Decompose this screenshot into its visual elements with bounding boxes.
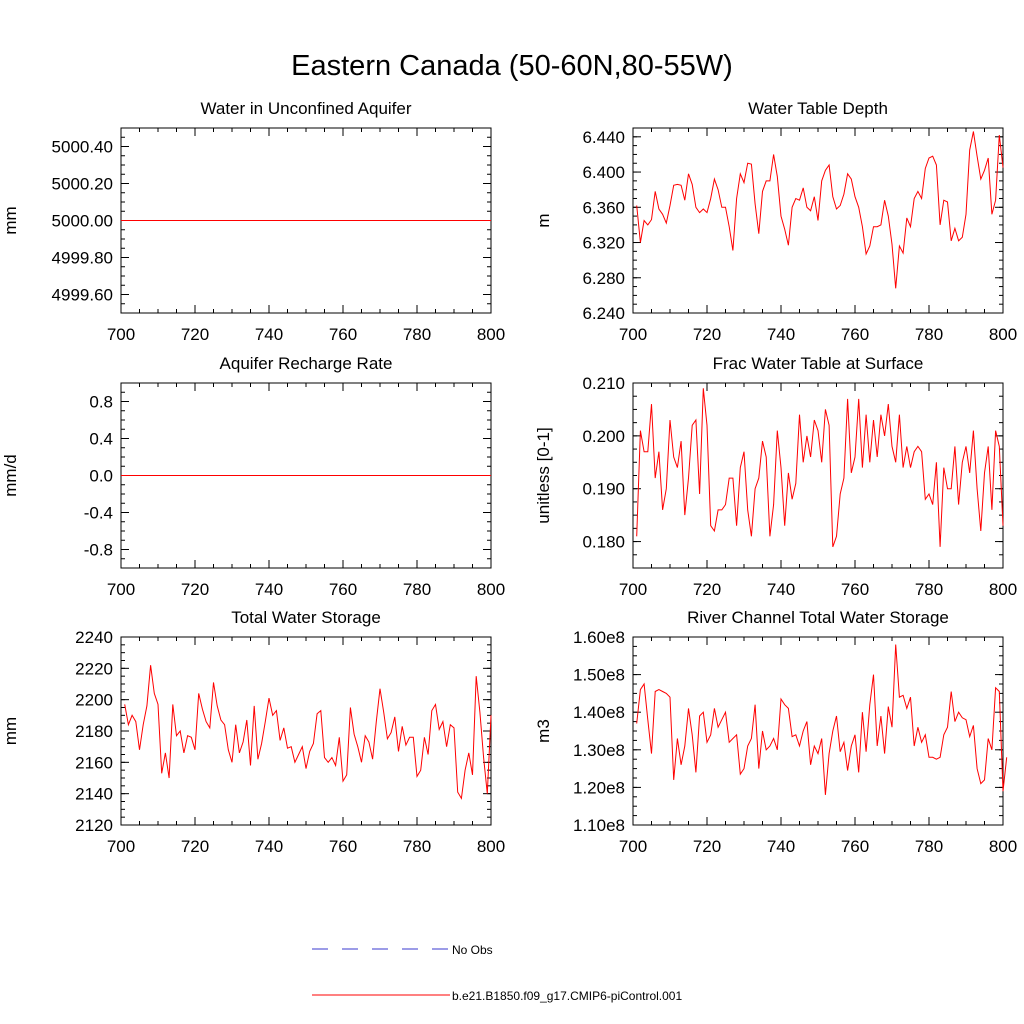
- panel-title: Water Table Depth: [748, 99, 888, 118]
- panel-1: Water in Unconfined Aquifer 700 720 740 760 7…: [1, 99, 505, 344]
- x-tick-label: 700: [619, 325, 647, 344]
- y-tick-label: 0.0: [89, 467, 113, 486]
- x-tick-label: 780: [915, 580, 943, 599]
- panel-6: River Channel Total Water Storage 700 720 7…: [534, 608, 1017, 856]
- x-tick-label: 760: [841, 837, 869, 856]
- x-tick-label: 740: [255, 580, 283, 599]
- x-tick-label: 720: [693, 837, 721, 856]
- x-tick-label: 760: [841, 325, 869, 344]
- x-tick-label: 800: [477, 580, 505, 599]
- y-tick-label: 5000.40: [52, 138, 113, 157]
- y-tick-label: 5000.00: [52, 212, 113, 231]
- y-tick-label: 1.60e8: [573, 628, 625, 647]
- x-tick-label: 760: [329, 325, 357, 344]
- x-tick-label: 740: [767, 837, 795, 856]
- panel-5: Total Water Storage 700 720 740 760 780 800 212…: [1, 608, 505, 856]
- series-line: [636, 131, 1004, 289]
- y-tick-label: 2240: [75, 628, 113, 647]
- y-tick-label: 0.210: [582, 374, 625, 393]
- x-tick-label: 720: [181, 580, 209, 599]
- x-tick-label: 740: [255, 325, 283, 344]
- y-tick-label: 0.200: [582, 427, 625, 446]
- panel-title: River Channel Total Water Storage: [687, 608, 949, 627]
- y-tick-label: 0.4: [89, 430, 113, 449]
- y-tick-label: 1.20e8: [573, 778, 625, 797]
- x-tick-label: 720: [693, 325, 721, 344]
- x-tick-label: 800: [989, 837, 1017, 856]
- x-tick-label: 780: [915, 325, 943, 344]
- plot-frame: [632, 636, 1004, 826]
- y-tick-label: 6.280: [582, 269, 625, 288]
- x-tick-label: 780: [403, 325, 431, 344]
- y-tick-label: 6.240: [582, 304, 625, 323]
- x-tick-label: 700: [619, 580, 647, 599]
- y-tick-label: 2160: [75, 753, 113, 772]
- x-tick-label: 780: [403, 837, 431, 856]
- panel-title: Water in Unconfined Aquifer: [200, 99, 411, 118]
- y-tick-label: 4999.80: [52, 249, 113, 268]
- x-tick-label: 700: [107, 325, 135, 344]
- legend-label: b.e21.B1850.f09_g17.CMIP6-piControl.001: [452, 989, 682, 1003]
- x-tick-label: 740: [767, 325, 795, 344]
- panel-title: Total Water Storage: [231, 608, 381, 627]
- y-tick-label: 2140: [75, 785, 113, 804]
- panel-4: Frac Water Table at Surface 700 720 740 760 7…: [534, 354, 1017, 599]
- y-axis-label: unitless [0-1]: [534, 427, 553, 523]
- y-axis-label: mm/d: [1, 454, 20, 497]
- x-tick-label: 760: [329, 580, 357, 599]
- legend-label: No Obs: [452, 943, 493, 957]
- x-tick-label: 760: [841, 580, 869, 599]
- x-tick-label: 800: [989, 580, 1017, 599]
- panel-title: Aquifer Recharge Rate: [220, 354, 393, 373]
- x-tick-label: 780: [915, 837, 943, 856]
- y-tick-label: 0.8: [89, 393, 113, 412]
- x-tick-label: 720: [181, 325, 209, 344]
- y-tick-label: 6.440: [582, 128, 625, 147]
- y-tick-label: 6.400: [582, 163, 625, 182]
- y-tick-label: 0.190: [582, 480, 625, 499]
- legend: No Obs b.e21.B1850.f09_g17.CMIP6-piContro…: [312, 943, 682, 1003]
- panel-2: Water Table Depth 700 720 740 760 780 800 6.240…: [534, 99, 1017, 344]
- y-tick-label: 6.360: [582, 198, 625, 217]
- x-tick-label: 800: [477, 837, 505, 856]
- x-tick-label: 780: [403, 580, 431, 599]
- y-tick-label: 1.50e8: [573, 666, 625, 685]
- y-tick-label: 5000.20: [52, 175, 113, 194]
- y-tick-label: -0.8: [84, 541, 113, 560]
- x-tick-label: 740: [255, 837, 283, 856]
- x-tick-label: 800: [477, 325, 505, 344]
- y-tick-label: 1.10e8: [573, 816, 625, 835]
- x-tick-label: 700: [107, 580, 135, 599]
- y-tick-label: 6.320: [582, 234, 625, 253]
- y-tick-label: 2120: [75, 816, 113, 835]
- x-tick-label: 720: [181, 837, 209, 856]
- panel-title: Frac Water Table at Surface: [713, 354, 924, 373]
- y-tick-label: 1.40e8: [573, 703, 625, 722]
- panel-3: Aquifer Recharge Rate 700 720 740 760 780 800 -…: [1, 354, 505, 599]
- x-tick-label: 720: [693, 580, 721, 599]
- y-tick-label: 4999.60: [52, 286, 113, 305]
- y-tick-label: 2180: [75, 722, 113, 741]
- x-tick-label: 700: [107, 837, 135, 856]
- x-tick-label: 740: [767, 580, 795, 599]
- y-tick-label: -0.4: [84, 504, 113, 523]
- x-tick-label: 800: [989, 325, 1017, 344]
- y-tick-label: 1.30e8: [573, 741, 625, 760]
- y-axis-label: m3: [534, 719, 553, 743]
- y-tick-label: 0.180: [582, 533, 625, 552]
- series-line: [636, 644, 1008, 795]
- y-axis-label: mm: [1, 206, 20, 234]
- y-tick-label: 2220: [75, 659, 113, 678]
- y-tick-label: 2200: [75, 691, 113, 710]
- series-line: [124, 665, 492, 800]
- y-axis-label: m: [534, 213, 553, 227]
- series-line: [636, 388, 1004, 548]
- x-tick-label: 700: [619, 837, 647, 856]
- y-axis-label: mm: [1, 717, 20, 745]
- x-tick-label: 760: [329, 837, 357, 856]
- plot-frame: [120, 636, 492, 826]
- figure-title: Eastern Canada (50-60N,80-55W): [291, 50, 733, 82]
